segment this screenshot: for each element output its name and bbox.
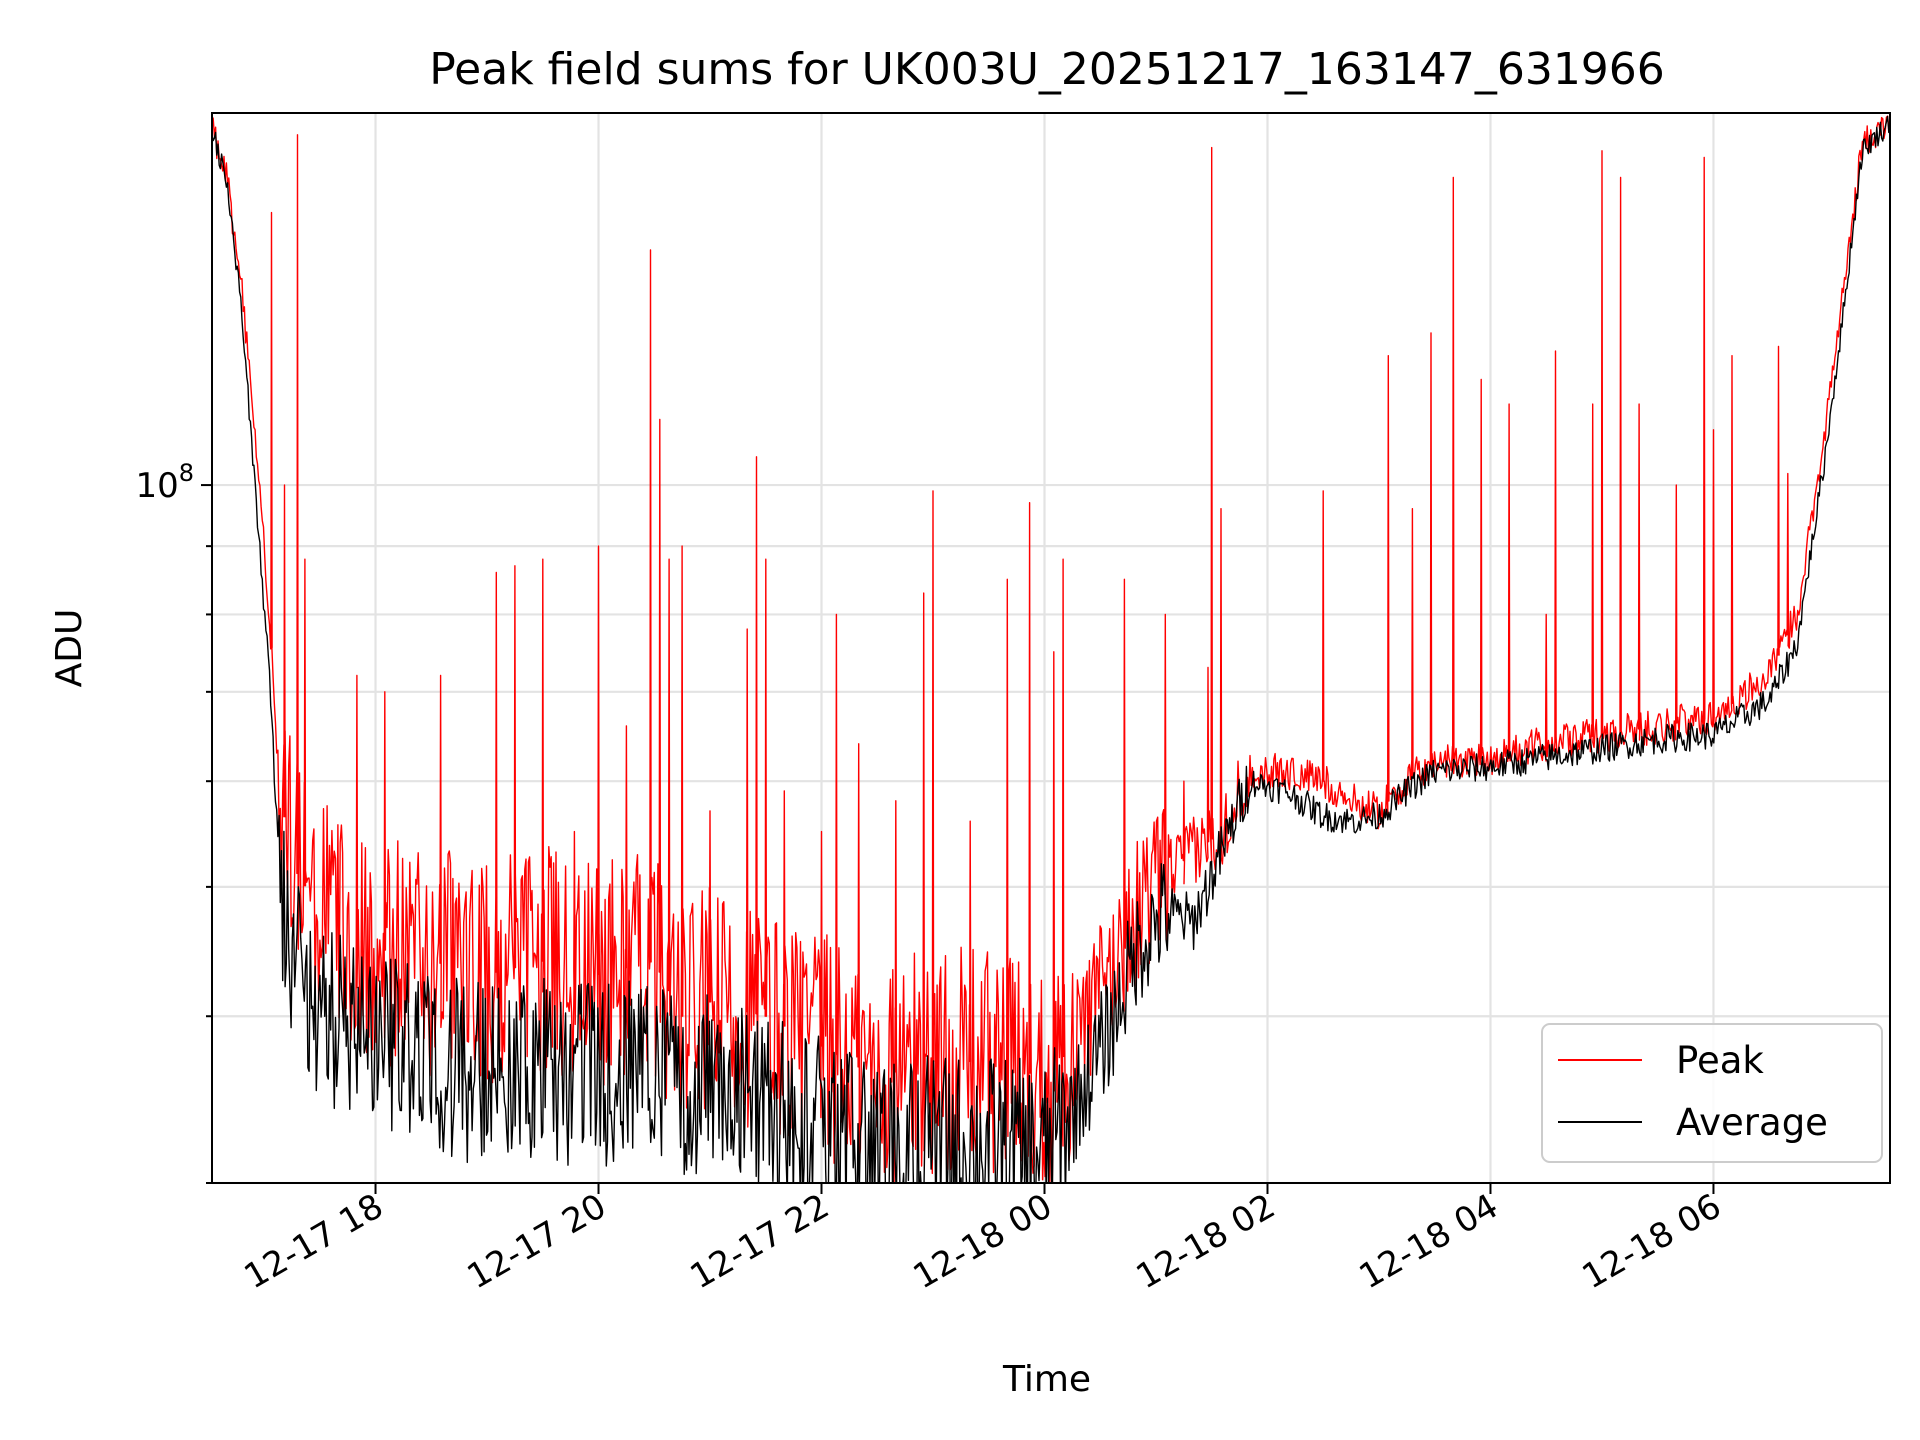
legend-label-average: Average	[1676, 1101, 1828, 1144]
chart-title: Peak field sums for UK003U_20251217_1631…	[429, 44, 1665, 95]
series-layer	[212, 115, 1890, 1183]
x-axis-label: Time	[1002, 1359, 1091, 1400]
plot-frame	[211, 112, 1891, 1184]
series-line-average	[212, 115, 1890, 1183]
legend: Peak Average	[1541, 1023, 1883, 1163]
legend-label-peak: Peak	[1676, 1039, 1764, 1082]
y-axis: 108	[135, 459, 212, 1184]
y-tick-label: 108	[135, 459, 194, 506]
grid	[212, 113, 1890, 1185]
legend-box	[1541, 1023, 1883, 1163]
series-line-peak	[212, 115, 1890, 1183]
y-axis-label: ADU	[49, 609, 90, 688]
